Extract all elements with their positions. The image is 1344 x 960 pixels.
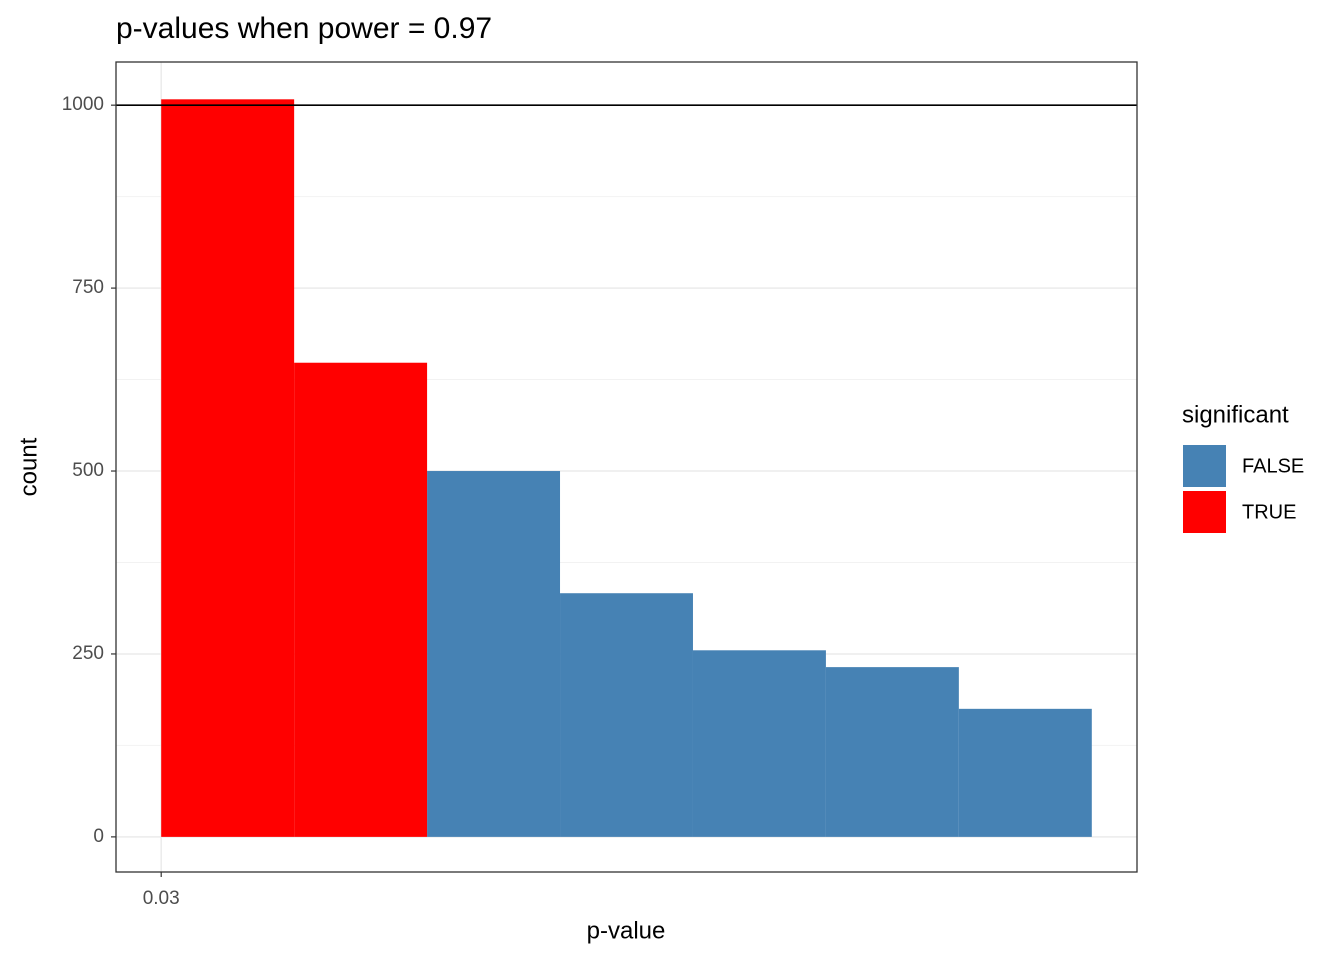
y-tick-label: 750 [72,277,104,298]
x-tick-label: 0.03 [143,888,180,909]
x-axis-title: p-value [587,917,666,944]
bar [560,593,693,837]
legend-swatch [1183,491,1226,533]
y-axis-title: count [15,437,42,496]
bar [825,667,959,837]
bar [958,708,1092,837]
bar [427,471,561,837]
y-tick-label: 250 [72,643,104,664]
y-tick-label: 1000 [62,94,104,115]
y-tick-label: 0 [93,826,104,847]
bar [294,362,428,837]
bar [692,650,826,837]
chart-title: p-values when power = 0.97 [116,12,492,45]
bar [161,99,295,837]
legend-label: FALSE [1242,455,1304,477]
legend-title: significant [1182,401,1289,428]
plot-border [115,61,1138,873]
y-tick-label: 500 [72,460,104,481]
legend-swatch [1183,445,1226,487]
legend-label: TRUE [1242,501,1296,523]
